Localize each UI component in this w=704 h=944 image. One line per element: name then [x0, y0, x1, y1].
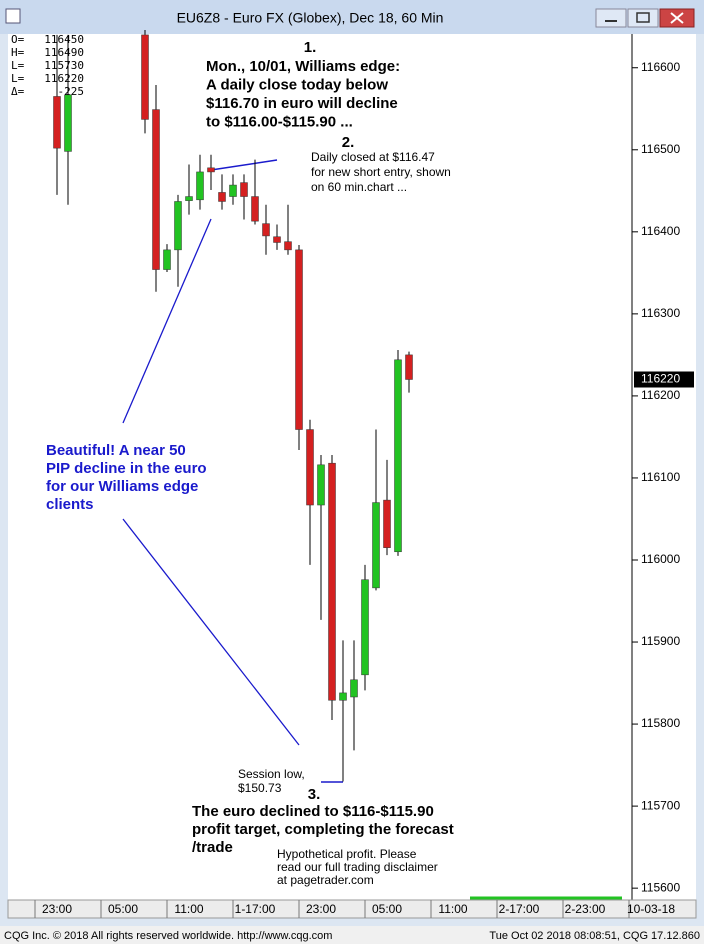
y-tick-label: 116400 — [641, 224, 680, 238]
title-bar — [0, 0, 704, 34]
y-tick-label: 116600 — [641, 60, 680, 74]
y-tick-label: 115700 — [641, 798, 680, 812]
candle-body — [218, 192, 226, 202]
status-left: CQG Inc. © 2018 All rights reserved worl… — [4, 930, 332, 942]
annotation-text: The euro declined to $116-$115.90 — [192, 803, 434, 820]
candle-body — [53, 96, 61, 149]
candle-body — [328, 462, 336, 701]
candle-body — [394, 359, 402, 553]
candle-body — [240, 182, 248, 197]
annotation-text: profit target, completing the forecast — [192, 821, 454, 838]
annotation-text: Session low, — [238, 767, 305, 781]
info-label: H= — [11, 46, 25, 59]
annotation-text: for new short entry, shown — [311, 165, 451, 179]
y-tick-label: 116300 — [641, 306, 680, 320]
x-tick-label: 2-17:00 — [499, 902, 540, 916]
candle-body — [251, 196, 259, 222]
info-label: L= — [11, 59, 25, 72]
candle-body — [152, 109, 160, 270]
annotation-text: to $116.00-$115.90 ... — [206, 113, 353, 130]
time-axis — [7, 899, 697, 919]
status-bar — [0, 926, 704, 944]
annotation-text: PIP decline in the euro — [46, 460, 207, 477]
candle-body — [372, 502, 380, 589]
annotation-text: $116.70 in euro will decline — [206, 95, 398, 112]
info-label: Δ= — [11, 85, 25, 98]
annotation-text: clients — [46, 496, 94, 513]
info-label: O= — [11, 33, 25, 46]
annotation-text: for our Williams edge — [46, 478, 198, 495]
minimize-button[interactable] — [595, 8, 627, 28]
chart-area — [8, 34, 696, 918]
x-tick-label: 11:00 — [438, 902, 467, 916]
x-tick-label: 05:00 — [108, 902, 138, 916]
annotation-line — [122, 518, 300, 746]
x-tick-label: 05:00 — [372, 902, 402, 916]
y-tick-label: 116100 — [641, 470, 680, 484]
candle-body — [317, 464, 325, 506]
y-tick-label: 116000 — [641, 552, 680, 566]
candle-body — [185, 196, 193, 201]
status-right: Tue Oct 02 2018 08:08:51, CQG 17.12.860 — [489, 930, 700, 942]
candle-body — [361, 579, 369, 676]
candle-body — [295, 249, 303, 430]
candle-body — [196, 171, 204, 201]
candle-body — [273, 236, 281, 243]
maximize-button[interactable] — [627, 8, 659, 28]
annotation-text: /trade — [192, 839, 233, 856]
candle-body — [229, 184, 237, 197]
annotation-number: 1. — [304, 39, 317, 56]
annotation-line — [122, 218, 212, 424]
annotation-text: $150.73 — [238, 781, 282, 795]
info-value: 116490 — [44, 46, 84, 59]
candle-body — [350, 679, 358, 698]
candle-body — [405, 354, 413, 380]
annotation-text: at pagetrader.com — [277, 873, 374, 887]
candle-body — [306, 429, 314, 506]
annotation-text: on 60 min.chart ... — [311, 180, 407, 194]
candle-body — [64, 94, 72, 152]
annotation-text: Daily closed at $116.47 — [311, 150, 435, 164]
y-tick-label: 115600 — [641, 880, 680, 894]
annotation-text: Beautiful! A near 50 — [46, 442, 186, 459]
x-tick-label: 23:00 — [42, 902, 72, 916]
candle-body — [284, 241, 292, 251]
annotation-text: read our full trading disclaimer — [277, 860, 438, 874]
y-tick-label: 116200 — [641, 388, 680, 402]
candle-body — [163, 249, 171, 270]
info-label: L= — [11, 72, 25, 85]
info-value: 115730 — [44, 59, 84, 72]
annotation-text: A daily close today below — [206, 76, 388, 93]
last-price-label: 116220 — [641, 372, 680, 386]
candle-body — [174, 201, 182, 251]
x-tick-label: 2-23:00 — [565, 902, 606, 916]
candle-body — [141, 34, 149, 120]
close-icon — [670, 12, 684, 24]
trend-line — [210, 159, 278, 171]
annotation-text: Mon., 10/01, Williams edge: — [206, 58, 400, 75]
maximize-icon — [636, 12, 650, 23]
y-tick-label: 115800 — [641, 716, 680, 730]
x-tick-label: 23:00 — [306, 902, 336, 916]
info-value: 116220 — [44, 72, 84, 85]
window-title: EU6Z8 - Euro FX (Globex), Dec 18, 60 Min — [177, 10, 444, 26]
y-tick-label: 115900 — [641, 634, 680, 648]
x-tick-label: 1-17:00 — [235, 902, 276, 916]
info-value: -225 — [58, 85, 85, 98]
info-value: 116450 — [44, 33, 84, 46]
last-price-box — [634, 371, 694, 388]
candle-body — [339, 692, 347, 701]
candle-body — [383, 499, 391, 548]
app-icon — [5, 8, 21, 24]
candle-body — [262, 223, 270, 237]
annotation-text: Hypothetical profit. Please — [277, 847, 417, 861]
candle-body — [207, 167, 215, 173]
annotation-number: 2. — [342, 134, 355, 151]
x-tick-label: 10-03-18 — [627, 902, 675, 916]
x-tick-label: 11:00 — [174, 902, 203, 916]
y-tick-label: 116500 — [641, 142, 680, 156]
annotation-number: 3. — [308, 786, 321, 803]
